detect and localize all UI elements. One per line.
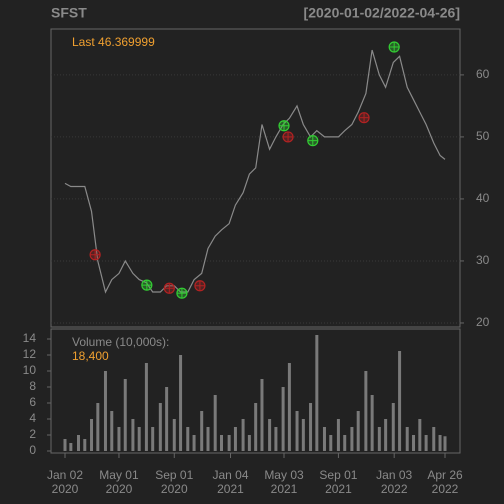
x-tick-label: Jan 04 2021 [212, 468, 248, 496]
volume-bar [103, 371, 107, 451]
volume-bar [336, 419, 340, 451]
volume-bar [165, 387, 169, 451]
volume-bar [432, 427, 436, 451]
y-tick-label: 12 [23, 347, 37, 361]
volume-bar [418, 419, 422, 451]
chart-title: SFST [51, 5, 87, 21]
volume-bar [200, 411, 204, 451]
volume-bar [158, 403, 162, 451]
volume-bar [370, 395, 374, 451]
volume-bar [329, 435, 333, 451]
volume-bar [227, 435, 231, 451]
y-tick-label: 40 [476, 191, 490, 205]
volume-bar [364, 371, 368, 451]
volume-bar [295, 411, 299, 451]
volume-bar [151, 427, 155, 451]
y-tick-label: 30 [476, 253, 490, 267]
volume-bar [117, 427, 121, 451]
signal-marker [358, 112, 370, 124]
last-volume: 18,400 [72, 349, 109, 363]
signal-marker [176, 287, 188, 299]
signal-marker [388, 41, 400, 53]
volume-bar [241, 419, 245, 451]
volume-bar [391, 403, 395, 451]
volume-bar [76, 435, 80, 451]
signal-marker [89, 249, 101, 261]
volume-bar [356, 411, 360, 451]
volume-bar [309, 403, 313, 451]
volume-bar [438, 435, 442, 451]
volume-bar [123, 379, 127, 451]
volume-bar [443, 436, 447, 451]
volume-bar [192, 435, 196, 451]
volume-bar [377, 427, 381, 451]
y-tick-label: 2 [29, 427, 36, 441]
volume-bar [412, 435, 416, 451]
volume-bar [137, 427, 141, 451]
x-tick-label: Sep 01 2021 [319, 468, 357, 496]
volume-bar [90, 419, 94, 451]
y-tick-label: 10 [23, 363, 37, 377]
x-tick-label: May 03 2021 [264, 468, 304, 496]
volume-bar [301, 419, 305, 451]
volume-bar [233, 427, 237, 451]
volume-bar [186, 427, 190, 451]
volume-bar [219, 435, 223, 451]
x-tick-label: Apr 26 2022 [427, 468, 463, 496]
y-tick-label: 0 [29, 443, 36, 457]
price-line [64, 49, 446, 294]
volume-bar [287, 363, 291, 451]
volume-bar [69, 443, 73, 451]
volume-bar [63, 439, 67, 451]
volume-bar [274, 427, 278, 451]
y-tick-label: 14 [23, 331, 37, 345]
volume-bar [268, 419, 272, 451]
x-tick-label: Sep 01 2020 [155, 468, 193, 496]
volume-bar [96, 403, 100, 451]
signal-marker [141, 279, 153, 291]
y-tick-label: 60 [476, 67, 490, 81]
x-tick-label: Jan 02 2020 [47, 468, 83, 496]
volume-bar [405, 427, 409, 451]
volume-title: Volume (10,000s): [72, 335, 169, 349]
y-tick-label: 50 [476, 129, 490, 143]
volume-bar [172, 419, 176, 451]
y-tick-label: 20 [476, 315, 490, 329]
volume-bar [343, 435, 347, 451]
volume-bar [206, 427, 210, 451]
x-tick-label: May 01 2020 [99, 468, 139, 496]
price-panel [50, 28, 461, 328]
y-tick-label: 6 [29, 395, 36, 409]
volume-bar [315, 335, 319, 451]
volume-bar [254, 403, 258, 451]
signal-marker [194, 280, 206, 292]
signal-marker [307, 135, 319, 147]
volume-bar [322, 427, 326, 451]
signal-marker [282, 131, 294, 143]
volume-bar [424, 435, 428, 451]
x-tick-label: Jan 03 2022 [376, 468, 412, 496]
volume-bar [213, 395, 217, 451]
volume-bar [398, 351, 402, 451]
volume-bar [179, 355, 183, 451]
volume-bar [260, 379, 264, 451]
y-tick-label: 4 [29, 411, 36, 425]
volume-panel [50, 328, 461, 454]
last-price: Last 46.369999 [72, 35, 155, 49]
volume-bar [281, 387, 285, 451]
y-tick-label: 8 [29, 379, 36, 393]
date-range: [2020-01-02/2022-04-26] [304, 5, 460, 21]
volume-bar [110, 411, 114, 451]
volume-bar [144, 363, 148, 451]
volume-bar [247, 435, 251, 451]
signal-marker [278, 120, 290, 132]
signal-marker [163, 282, 175, 294]
volume-bar [131, 419, 135, 451]
volume-bar [350, 427, 354, 451]
volume-bar [83, 439, 87, 451]
volume-bar [384, 419, 388, 451]
